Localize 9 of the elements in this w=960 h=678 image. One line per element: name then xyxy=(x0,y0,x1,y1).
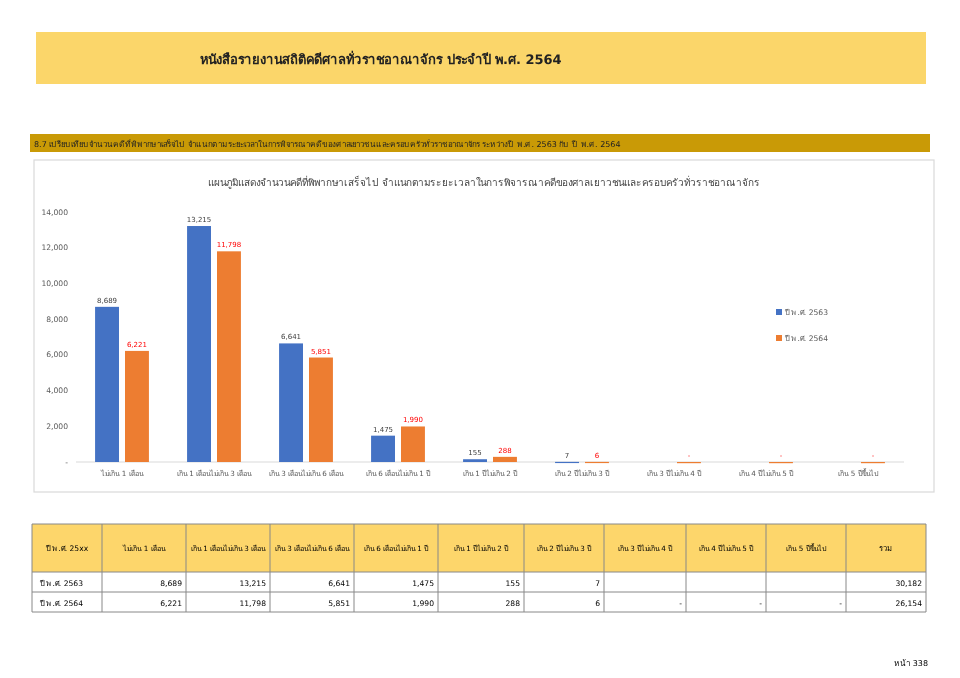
bar xyxy=(279,343,303,462)
bar xyxy=(371,435,395,462)
bar xyxy=(217,251,241,462)
bar xyxy=(95,306,119,462)
bar xyxy=(125,350,149,462)
bar xyxy=(493,456,517,462)
bar xyxy=(187,226,211,462)
bar xyxy=(401,426,425,462)
bar xyxy=(309,357,333,462)
